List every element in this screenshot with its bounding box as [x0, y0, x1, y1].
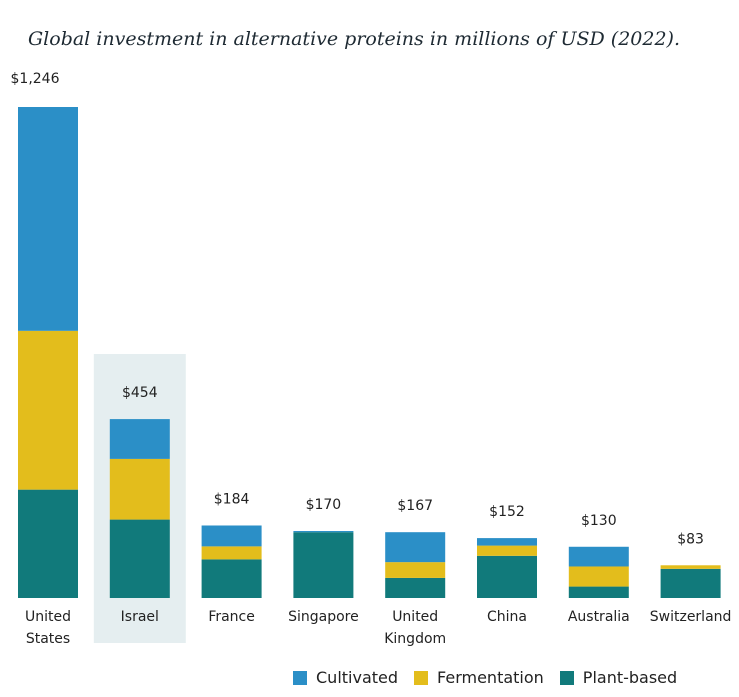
bar-segment-israel-fermentation [109, 458, 170, 520]
category-label-singapore: Singapore [288, 609, 359, 625]
bar-segment-united-kingdom-plant-based [385, 577, 446, 598]
total-label-united-states: $1,246 [11, 71, 60, 87]
total-label-france: $184 [214, 491, 250, 507]
legend-item-plant-based: Plant-based [559, 668, 678, 687]
bar-segment-switzerland-fermentation [660, 565, 721, 569]
legend: Cultivated Fermentation Plant-based [293, 668, 693, 687]
chart-title: Global investment in alternative protein… [28, 28, 681, 50]
bar-segment-france-plant-based [201, 559, 262, 598]
total-label-australia: $130 [581, 513, 617, 529]
category-label-united-kingdom: United Kingdom [384, 609, 446, 647]
bar-segment-france-cultivated [201, 525, 262, 547]
bar-segment-australia-fermentation [568, 566, 629, 587]
bar-segment-israel-cultivated [109, 419, 170, 459]
bar-segment-united-states-fermentation [18, 330, 78, 490]
total-label-united-kingdom: $167 [397, 498, 433, 514]
bar-segment-israel-plant-based [109, 519, 170, 598]
category-label-china: China [487, 609, 527, 625]
bar-segment-united-states-cultivated [18, 107, 78, 331]
bar-segment-france-fermentation [201, 546, 262, 560]
bar-segment-china-plant-based [477, 555, 537, 598]
bar-segment-united-kingdom-fermentation [385, 562, 446, 578]
legend-label-cultivated: Cultivated [316, 668, 399, 687]
legend-label-plant-based: Plant-based [582, 668, 678, 687]
legend-swatch-plant-based [559, 670, 574, 685]
legend-item-fermentation: Fermentation [414, 668, 544, 687]
legend-swatch-fermentation [414, 670, 429, 685]
category-label-united-states: United States [25, 609, 71, 647]
bar-segment-united-states-plant-based [18, 489, 78, 598]
bar-segment-united-kingdom-cultivated [385, 532, 446, 563]
legend-label-fermentation: Fermentation [437, 668, 544, 687]
bar-segment-china-cultivated [477, 538, 537, 546]
bar-segment-australia-cultivated [568, 546, 629, 567]
total-label-israel: $454 [122, 385, 158, 401]
category-label-switzerland: Switzerland [650, 609, 732, 625]
bar-segment-singapore-plant-based [293, 532, 354, 598]
category-label-france: France [208, 609, 255, 625]
total-label-singapore: $170 [306, 497, 342, 513]
legend-swatch-cultivated [293, 670, 307, 685]
total-label-china: $152 [489, 504, 525, 520]
bar-segment-china-fermentation [477, 545, 537, 556]
bar-segment-switzerland-plant-based [660, 568, 721, 598]
category-label-australia: Australia [568, 609, 630, 625]
category-label-israel: Israel [121, 609, 159, 625]
total-label-switzerland: $83 [677, 531, 704, 547]
bar-segment-singapore-cultivated [293, 531, 354, 533]
bar-segment-australia-plant-based [568, 586, 629, 598]
legend-item-cultivated: Cultivated [293, 668, 398, 687]
